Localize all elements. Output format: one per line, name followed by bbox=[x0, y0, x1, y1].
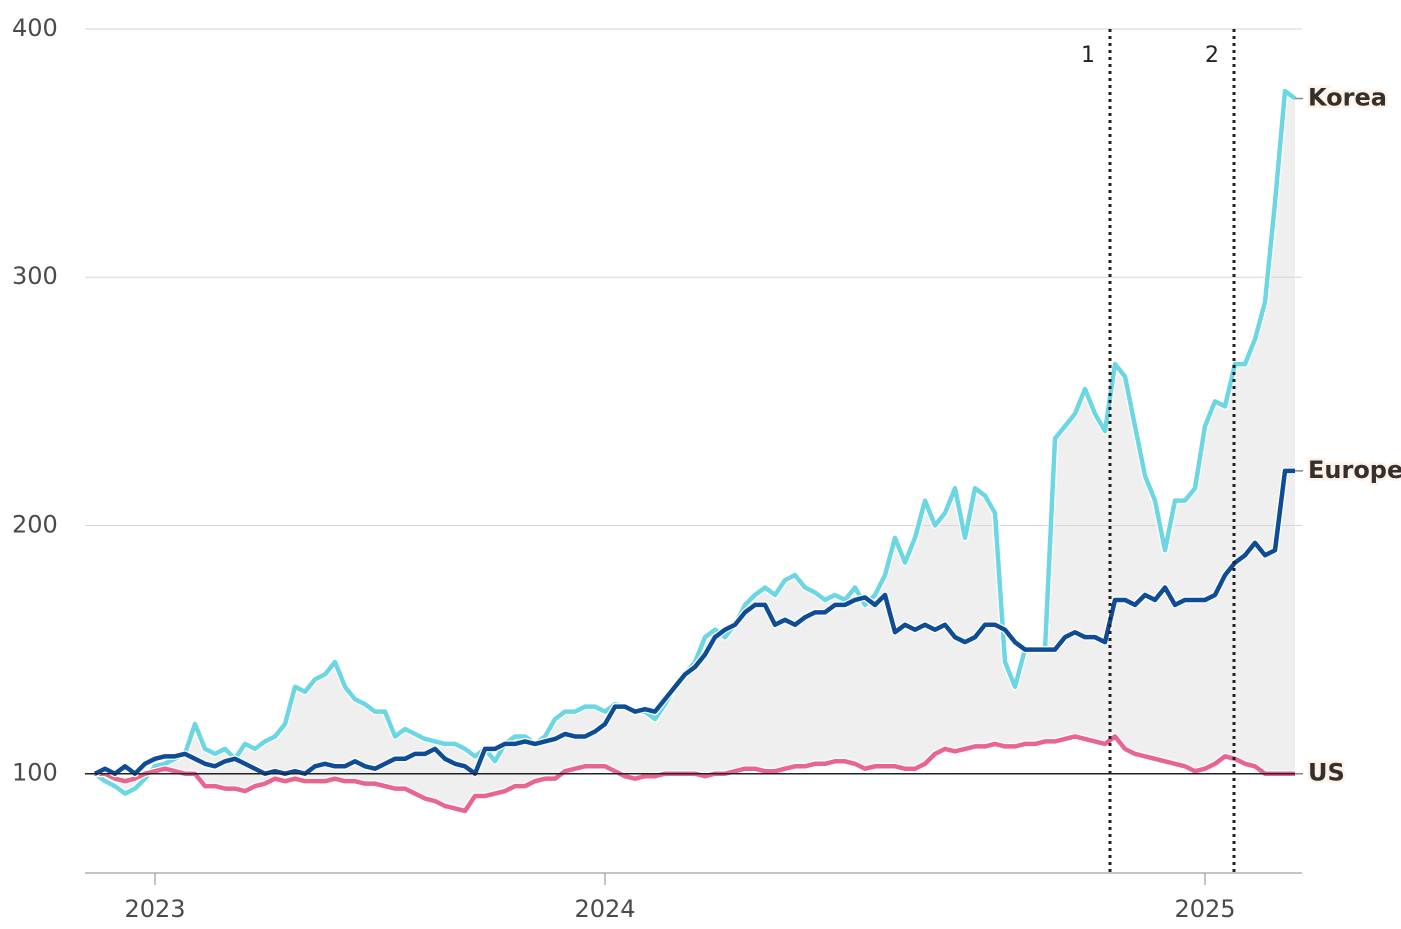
annotation-label: 2 bbox=[1205, 43, 1219, 68]
y-tick-label: 100 bbox=[12, 759, 58, 787]
series-label: Korea bbox=[1308, 84, 1387, 112]
series-label: Europe bbox=[1308, 456, 1401, 484]
annotation-label: 1 bbox=[1081, 43, 1095, 68]
series-label: US bbox=[1308, 759, 1345, 787]
y-tick-label: 300 bbox=[12, 262, 58, 290]
x-tick-label: 2023 bbox=[124, 895, 185, 923]
y-tick-label: 400 bbox=[12, 14, 58, 42]
x-tick-label: 2025 bbox=[1174, 895, 1235, 923]
y-tick-label: 200 bbox=[12, 510, 58, 538]
series-line bbox=[93, 468, 1295, 776]
x-tick-label: 2024 bbox=[574, 895, 635, 923]
range-shade bbox=[95, 91, 1295, 811]
